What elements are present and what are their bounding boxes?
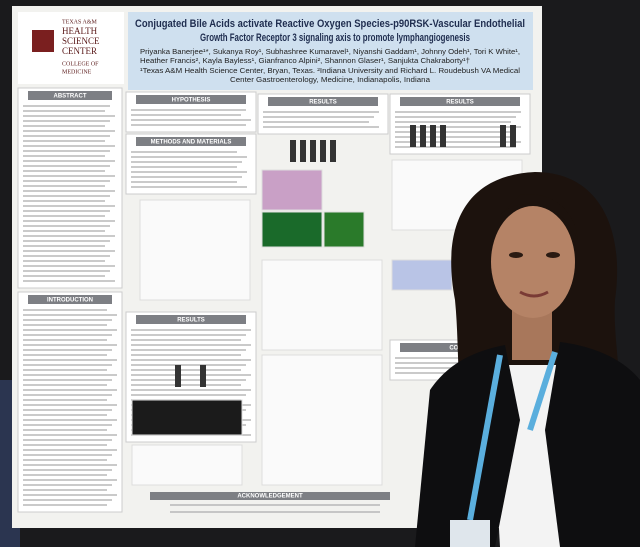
logo-line: MEDICINE — [62, 69, 92, 75]
section-heading: HYPOTHESIS — [172, 98, 211, 104]
hair-front — [500, 194, 578, 240]
face — [491, 206, 575, 318]
logo-text: TEXAS A&M HEALTH SCIENCE CENTER COLLEGE … — [62, 19, 100, 75]
figure — [261, 354, 383, 486]
figure-bar — [200, 365, 206, 387]
affiliation: ¹Texas A&M Health Science Center, Bryan,… — [140, 68, 520, 75]
figure-bar — [510, 125, 516, 147]
blazer-right — [545, 342, 640, 547]
logo-line: HEALTH — [62, 26, 98, 36]
figure — [261, 211, 323, 248]
section-heading: ACKNOWLEDGEMENT — [237, 494, 303, 500]
figure-bar — [420, 125, 426, 147]
figure — [139, 199, 251, 301]
lanyard — [527, 351, 558, 431]
figure-bar — [410, 125, 416, 147]
ack-bar — [150, 492, 390, 500]
eye — [546, 252, 560, 258]
figure-bar — [310, 140, 316, 162]
poster-title: Growth Factor Receptor 3 signaling axis … — [200, 32, 470, 44]
section-header — [28, 295, 112, 304]
person — [415, 172, 640, 547]
logo-line: CENTER — [62, 46, 97, 56]
figure — [391, 259, 453, 291]
section-heading: RESULTS — [446, 100, 474, 106]
figure — [261, 259, 383, 351]
logo-line: COLLEGE OF — [62, 61, 99, 67]
section-header — [136, 95, 246, 104]
section-header — [136, 315, 246, 324]
figure-bar — [430, 125, 436, 147]
logo-line: SCIENCE — [62, 36, 100, 46]
section-heading: RESULTS — [309, 100, 337, 106]
panel — [17, 87, 123, 289]
title-banner — [128, 12, 533, 90]
figure-bar — [500, 125, 506, 147]
logo-mark — [32, 30, 54, 52]
lanyard — [467, 354, 503, 521]
section-header — [28, 91, 112, 100]
section-heading: ABSTRACT — [54, 94, 87, 100]
section-header — [268, 97, 378, 106]
figure — [131, 399, 243, 436]
badge — [450, 520, 490, 547]
mouth — [519, 290, 549, 298]
logo-line: TEXAS A&M — [62, 19, 98, 25]
poster-title: Conjugated Bile Acids activate Reactive … — [135, 18, 525, 30]
eye — [509, 252, 523, 258]
figure-bar — [330, 140, 336, 162]
section-header — [400, 97, 520, 106]
authors: Heather Francis², Kayla Bayless¹, Gianfr… — [140, 58, 470, 65]
authors: Priyanka Banerjee¹*, Sukanya Roy¹, Subha… — [140, 49, 520, 56]
figure-bar — [290, 140, 296, 162]
figure — [323, 211, 365, 248]
figure-bar — [300, 140, 306, 162]
section-heading: INTRODUCTION — [47, 298, 93, 304]
affiliation: Center Gastroenterology, Medicine, India… — [230, 77, 430, 84]
figure — [131, 444, 243, 486]
figure-bar — [175, 365, 181, 387]
section-heading: METHODS AND MATERIALS — [151, 140, 232, 146]
figure-bar — [440, 125, 446, 147]
section-heading: RESULTS — [177, 318, 205, 324]
figure — [261, 169, 323, 211]
figure-bar — [320, 140, 326, 162]
section-header — [136, 137, 246, 146]
